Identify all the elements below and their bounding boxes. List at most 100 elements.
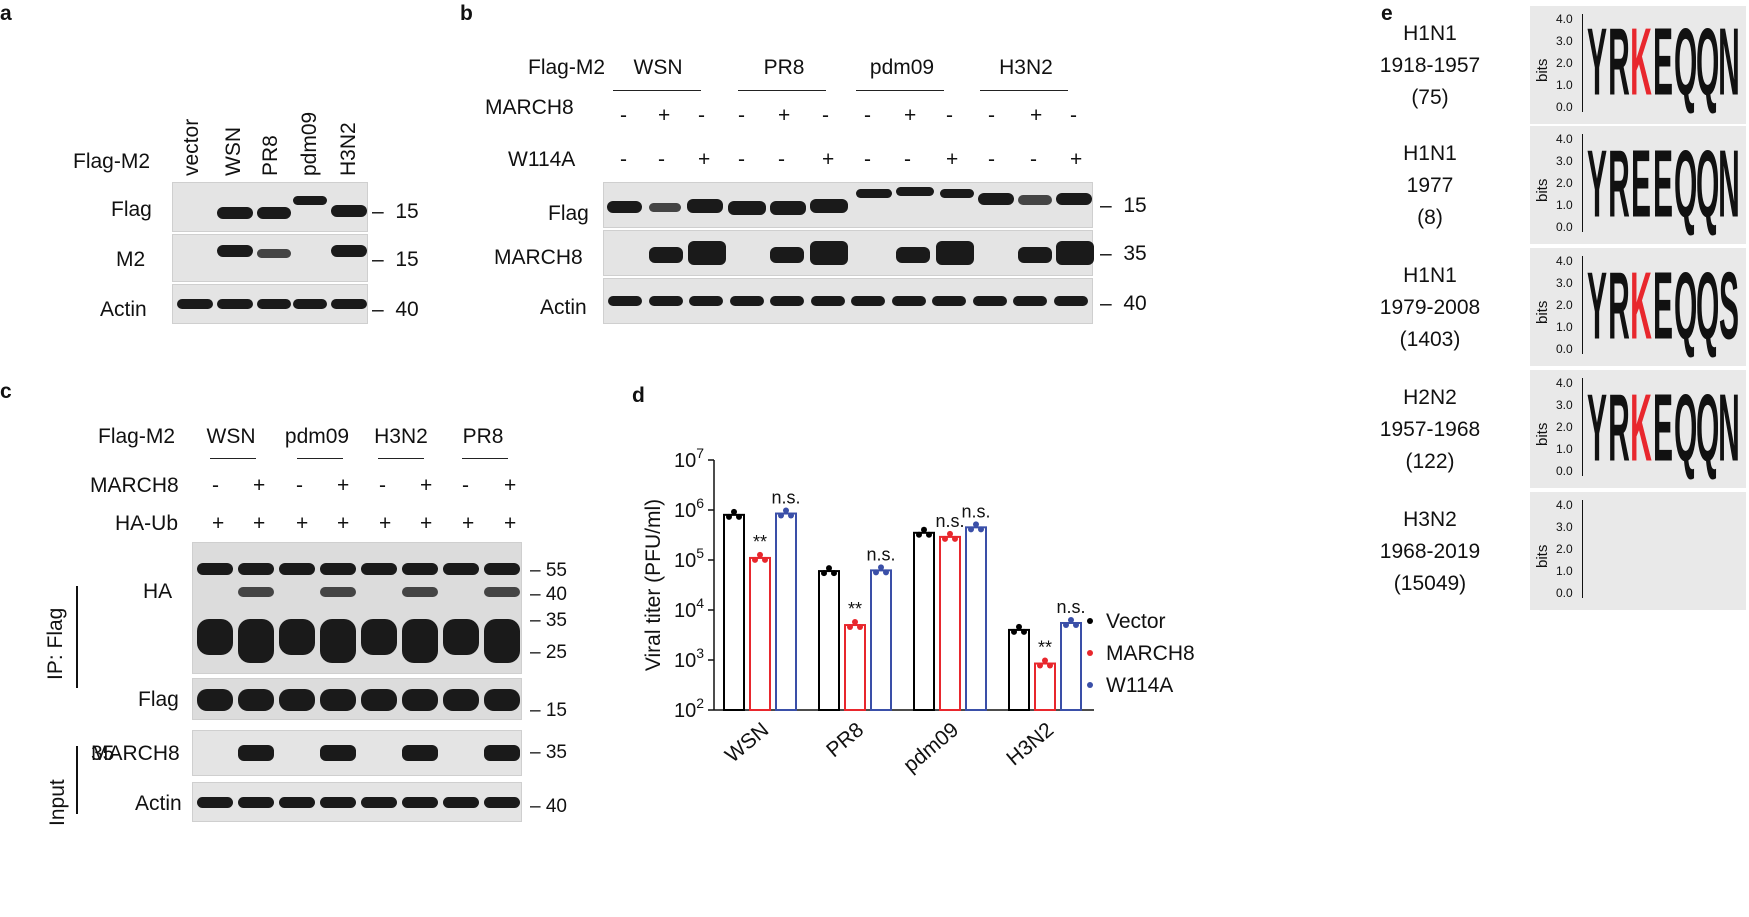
legend-label: MARCH8	[1106, 642, 1195, 665]
logo-letter: Y	[1586, 133, 1607, 239]
x-tick-label: pdm09	[899, 718, 963, 777]
panel-b-blot-actin	[603, 278, 1093, 324]
panel-c-march8-sign: +	[504, 474, 517, 497]
band	[361, 563, 397, 575]
bits-tick-label: 3.0	[1556, 154, 1573, 168]
panel-b-w114a-sign: -	[988, 148, 995, 171]
panel-c-blot-label-actin: Actin	[135, 792, 182, 815]
logo-letter: E	[1652, 377, 1673, 483]
band	[402, 619, 438, 663]
panel-a-marker-m2: – 15	[372, 248, 419, 271]
panel-c-march8-sign: +	[253, 474, 266, 497]
group-underline	[462, 458, 508, 459]
panel-b-w114a-sign: -	[658, 148, 665, 171]
bar-vector-wsn	[723, 513, 745, 711]
bits-tick-label: 1.0	[1556, 442, 1573, 456]
panel-c-blot-actin	[192, 782, 522, 822]
panel-b-blot-label-march8: MARCH8	[494, 246, 583, 269]
band	[484, 745, 520, 761]
panel-b-blot-march8	[603, 230, 1094, 276]
panel-c-group-pdm09: pdm09	[284, 425, 350, 448]
y-tick-exponent: 4	[696, 595, 704, 611]
panel-b-marker-flag-value: 15	[1123, 194, 1147, 217]
panel-b-blot-flag	[603, 182, 1093, 228]
panel-b-blot-label-flag: Flag	[548, 202, 589, 225]
data-point	[752, 556, 758, 563]
band	[443, 797, 479, 808]
bits-axis-label: bits	[1534, 422, 1551, 446]
panel-b-w114a-sign: -	[1030, 148, 1037, 171]
panel-b-w114a-sign: +	[698, 148, 711, 171]
panel-b-w114a-sign: +	[946, 148, 959, 171]
bar-vector-pdm09	[913, 531, 935, 711]
bits-tick-label: 1.0	[1556, 78, 1573, 92]
bits-tick-label: 4.0	[1556, 254, 1573, 268]
panel-b-row-label: Flag-M2	[528, 56, 606, 79]
logo-letter: Y	[1586, 11, 1607, 117]
logo-letter: Y	[1586, 255, 1607, 361]
legend-marker	[1087, 682, 1093, 688]
logo-letter: K	[1630, 377, 1652, 483]
bar-march8-h3n2	[1034, 662, 1056, 711]
band	[484, 619, 520, 663]
panel-e-count: (75)	[1411, 86, 1449, 109]
bar-march8-wsn	[749, 556, 771, 712]
data-point	[1047, 662, 1053, 669]
band	[1013, 296, 1047, 306]
panel-d-label: d	[632, 384, 645, 407]
band	[896, 187, 934, 196]
panel-e-years: 1979-2008	[1379, 296, 1481, 319]
data-point	[857, 624, 863, 631]
band	[293, 196, 327, 205]
panel-b-march8-sign: +	[1030, 104, 1043, 127]
data-point	[762, 556, 768, 563]
panel-a-marker-flag-value: 15	[395, 200, 419, 223]
y-tick-base: 10	[674, 450, 696, 472]
panel-c-haub-sign: +	[212, 512, 225, 535]
x-tick-label: PR8	[822, 718, 868, 762]
panel-c-label: c	[0, 380, 12, 403]
band	[361, 689, 397, 711]
band	[484, 563, 520, 575]
panel-e-subtype: H3N2	[1403, 508, 1457, 531]
band	[331, 245, 367, 257]
band	[978, 193, 1014, 205]
band	[402, 745, 438, 761]
panel-a-marker-m2-value: 15	[395, 248, 419, 271]
panel-e-subtype: H1N1	[1403, 142, 1457, 165]
band	[238, 797, 274, 808]
logo-letter: S	[1718, 255, 1739, 361]
bits-axis	[1582, 378, 1583, 476]
panel-a-row-label: Flag-M2	[73, 150, 151, 173]
data-point	[978, 526, 984, 533]
band	[648, 296, 683, 306]
panel-c-blot-ha	[192, 542, 522, 674]
band	[320, 587, 356, 597]
panel-c-group-h3n2: H3N2	[374, 425, 428, 448]
band	[320, 797, 356, 808]
band	[1056, 241, 1094, 265]
bits-tick-label: 2.0	[1556, 56, 1573, 70]
data-point	[852, 619, 858, 626]
panel-b-w114a-sign: -	[864, 148, 871, 171]
panel-c-blot-label-ha: HA	[143, 580, 173, 603]
band	[279, 797, 315, 808]
panel-c-blot-label-march8: 35	[91, 742, 115, 765]
data-point	[847, 624, 853, 631]
panel-c-marker-actin-value: 40	[545, 796, 567, 817]
legend-marker	[1087, 650, 1093, 656]
panel-b-march8-sign: -	[864, 104, 871, 127]
band	[331, 299, 367, 309]
band	[217, 299, 253, 309]
band	[770, 247, 804, 263]
band	[331, 205, 367, 217]
panel-c-marker-35: – 35	[530, 610, 567, 631]
logo-letter: N	[1718, 133, 1740, 239]
bar-w114a-pr8	[870, 569, 892, 711]
data-point	[1037, 662, 1043, 669]
logo-letter: Q	[1696, 255, 1718, 361]
band	[1056, 193, 1092, 205]
bits-tick-label: 4.0	[1556, 132, 1573, 146]
band	[238, 587, 274, 597]
band	[257, 299, 291, 309]
